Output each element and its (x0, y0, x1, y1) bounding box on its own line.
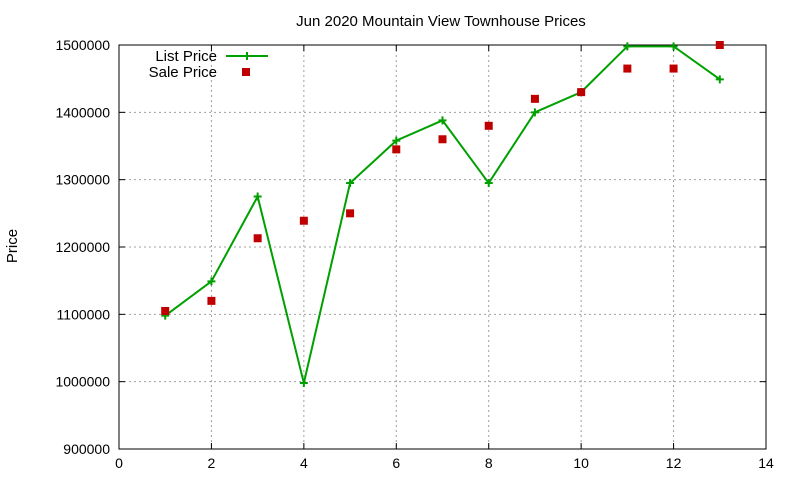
x-tick-label: 8 (485, 455, 493, 471)
sale-price-point (530, 94, 539, 103)
series-line-list-price (164, 45, 721, 384)
y-tick-label: 1100000 (57, 306, 111, 322)
sale-price-point (253, 234, 262, 243)
sale-price-point (299, 216, 308, 225)
plot-frame (118, 44, 767, 450)
legend-marker-list-price (243, 52, 251, 60)
ticks (118, 44, 767, 450)
list-price-point (253, 192, 262, 201)
sale-price-point (577, 88, 586, 97)
series-layer (161, 41, 724, 388)
x-tick-label: 12 (666, 455, 682, 471)
legend-marker-sale-price (242, 68, 250, 76)
legend: List Price Sale Price (149, 48, 268, 81)
y-axis-label: Price (4, 229, 21, 263)
list-price-point (299, 379, 308, 388)
sale-price-point (715, 41, 724, 49)
x-tick-label: 14 (758, 455, 774, 471)
legend-label-list-price: List Price (155, 48, 217, 65)
list-price-point (623, 42, 632, 51)
sale-price-point (161, 306, 170, 315)
sale-price-point (623, 64, 632, 73)
sale-price-point (392, 145, 401, 154)
list-price-point (669, 42, 678, 51)
sale-price-point (438, 135, 447, 144)
y-tick-label: 1300000 (55, 172, 110, 188)
list-price-point (392, 136, 401, 145)
x-tick-label: 10 (573, 455, 589, 471)
y-tick-label: 1000000 (55, 374, 110, 390)
list-price-point (484, 179, 493, 188)
x-tick-label: 6 (392, 455, 400, 471)
chart-title: Jun 2020 Mountain View Townhouse Prices (296, 13, 586, 30)
sale-price-point (484, 121, 493, 130)
list-price-point (530, 108, 539, 117)
sale-price-point (346, 209, 355, 218)
sale-price-point (669, 64, 678, 73)
list-price-point (346, 179, 355, 188)
sale-price-point (207, 296, 216, 305)
list-price-point (438, 116, 447, 125)
legend-label-sale-price: Sale Price (149, 64, 217, 81)
list-price-point (207, 277, 216, 286)
x-tick-label: 4 (300, 455, 308, 471)
x-tick-label: 0 (115, 455, 123, 471)
x-tick-label: 2 (208, 455, 216, 471)
tick-labels: 0 2 4 6 8 10 12 14 900000 1000000 1100000 1200000 13… (55, 37, 774, 471)
y-tick-label: 900000 (63, 441, 110, 457)
y-tick-label: 1400000 (55, 104, 110, 120)
y-tick-label: 1200000 (55, 239, 110, 255)
list-price-point (715, 75, 724, 84)
grid (119, 45, 766, 449)
y-tick-label: 1500000 (55, 37, 110, 53)
